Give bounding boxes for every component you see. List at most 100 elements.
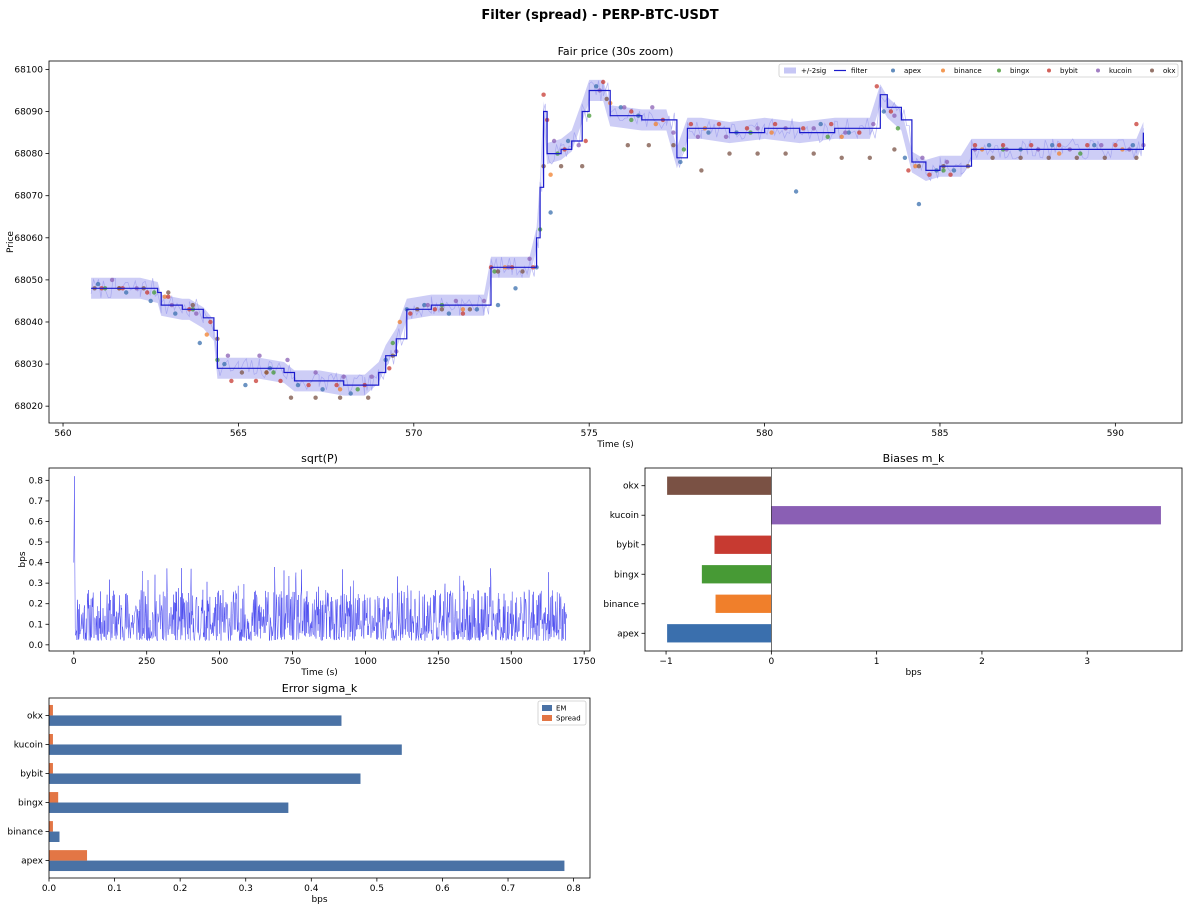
point-kucoin (527, 256, 532, 261)
x-tick-label: 750 (284, 657, 301, 667)
x-tick-label: 580 (756, 429, 773, 439)
x-tick-label: 250 (138, 657, 155, 667)
legend-item-em: EM (556, 705, 566, 713)
point-bybit (629, 109, 634, 114)
point-okx (1102, 155, 1108, 160)
figure-title: Filter (spread) - PERP-BTC-USDT (481, 8, 718, 23)
x-axis-label: Time (s) (596, 440, 634, 450)
em-bar-kucoin (49, 744, 402, 755)
point-okx (1046, 155, 1051, 160)
legend-item-spread: Spread (556, 715, 581, 723)
point-okx (1134, 155, 1139, 160)
point-kucoin (453, 298, 459, 304)
y-tick-label: 68100 (14, 65, 43, 75)
point-bybit (145, 290, 150, 295)
point-okx (1018, 155, 1023, 160)
sqrt-p-line (73, 476, 567, 642)
legend-item-apex-swatch (891, 68, 895, 73)
point-kucoin (369, 374, 374, 379)
point-bingx (825, 134, 830, 139)
legend-item-bybit-swatch (1047, 68, 1051, 73)
x-tick-label: 0.4 (304, 884, 319, 894)
point-apex (173, 311, 178, 316)
point-okx (783, 151, 788, 156)
filter-line (91, 89, 1144, 386)
y-tick-label: 68080 (14, 150, 43, 160)
point-apex (846, 130, 851, 135)
point-okx (604, 96, 609, 102)
point-apex (320, 387, 325, 392)
point-apex (618, 105, 623, 110)
legend-item-okx: okx (1163, 67, 1175, 75)
x-tick-label: 1750 (573, 657, 596, 667)
band-noise (90, 80, 1144, 396)
axes-frame (48, 60, 1183, 424)
legend-item-band-swatch (784, 67, 796, 74)
point-kucoin (425, 302, 430, 308)
point-bybit (716, 121, 722, 127)
point-binance (204, 332, 209, 337)
x-tick-label: 3 (1084, 657, 1090, 667)
point-bingx (895, 126, 901, 131)
category-label-bybit: bybit (20, 769, 43, 779)
point-kucoin (576, 143, 581, 148)
point-okx (467, 307, 473, 312)
legend-item-kucoin-swatch (1096, 68, 1100, 73)
point-bybit (888, 109, 894, 114)
spread-bar-kucoin (49, 734, 53, 745)
point-kucoin (695, 134, 701, 139)
legend-item-apex: apex (904, 67, 921, 75)
x-tick-label: 0.3 (239, 884, 253, 894)
category-label-bybit: bybit (616, 541, 639, 551)
point-bybit (208, 319, 213, 325)
x-tick-label: 0 (71, 657, 77, 667)
x-tick-label: 0.7 (501, 884, 515, 894)
x-tick-label: 560 (54, 429, 71, 439)
y-tick-label: 68090 (14, 108, 43, 118)
point-apex (422, 302, 427, 308)
point-okx (166, 290, 171, 295)
point-apex (495, 302, 501, 308)
point-apex (243, 382, 248, 388)
x-tick-label: 2 (979, 657, 985, 667)
legend-item-okx-swatch (1150, 68, 1154, 73)
point-okx (990, 155, 995, 160)
point-okx (727, 151, 732, 156)
point-apex (95, 281, 101, 287)
point-okx (337, 395, 343, 400)
axes-frame (644, 467, 1183, 652)
point-apex (548, 210, 553, 215)
point-kucoin (843, 130, 848, 135)
point-apex (986, 143, 992, 148)
point-kucoin (811, 126, 816, 131)
point-okx (264, 370, 269, 375)
point-apex (124, 290, 129, 295)
x-tick-label: 590 (1107, 429, 1124, 439)
y-axis-label: Price (6, 231, 16, 253)
point-okx (288, 395, 294, 400)
legend-item-bybit: bybit (1060, 67, 1078, 75)
x-tick-label: 575 (581, 429, 598, 439)
category-label-apex: apex (21, 857, 44, 867)
y-tick-label: 0.6 (29, 517, 44, 527)
point-okx (839, 155, 844, 160)
x-tick-label: 0.2 (173, 884, 187, 894)
point-kucoin (313, 370, 318, 375)
band-2sig (91, 79, 1144, 396)
point-binance (839, 134, 844, 139)
point-apex (916, 201, 922, 207)
y-tick-label: 68030 (14, 360, 43, 370)
y-tick-label: 0.0 (29, 641, 44, 651)
point-bybit (1000, 143, 1006, 148)
x-tick-label: 0.5 (370, 884, 384, 894)
point-kucoin (341, 374, 346, 379)
y-tick-label: 0.7 (29, 497, 43, 507)
point-bybit (253, 378, 259, 384)
x-tick-label: 500 (211, 657, 228, 667)
point-okx (495, 269, 501, 274)
point-apex (881, 109, 886, 114)
point-okx (239, 370, 245, 375)
point-bybit (334, 382, 339, 388)
point-apex (818, 121, 823, 127)
x-tick-label: 585 (931, 429, 948, 439)
